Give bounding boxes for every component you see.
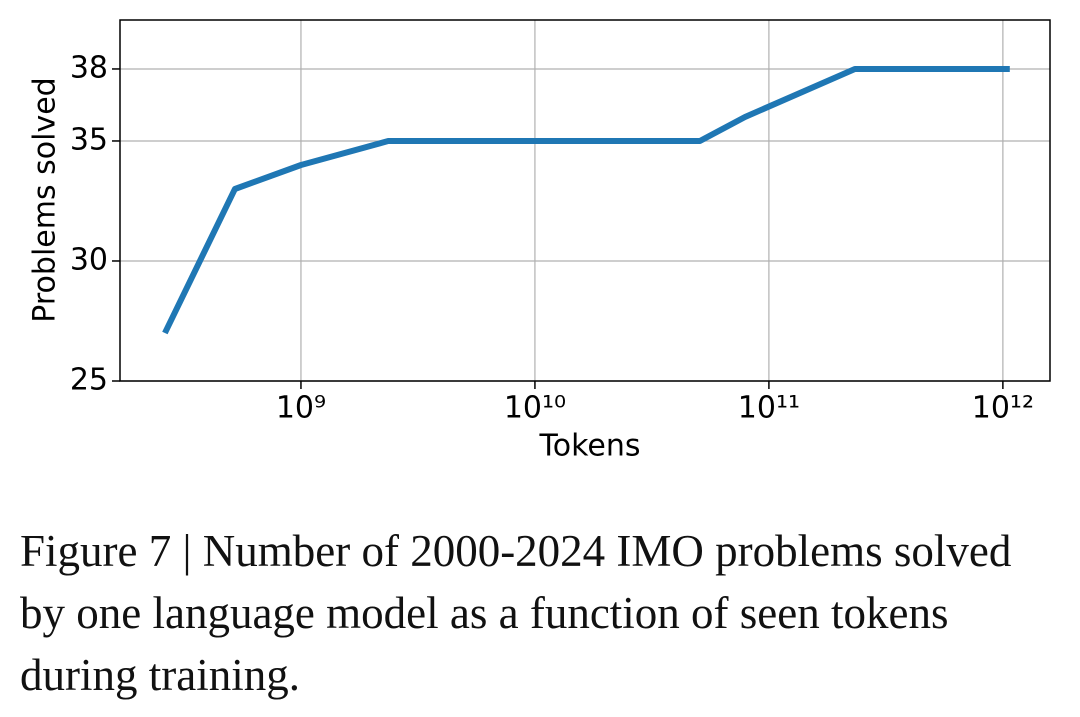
y-tick-label: 25 bbox=[70, 363, 108, 398]
chart: Tokens Problems solved 25 30 35 38 10⁹ 10¹⁰ 10… bbox=[28, 19, 1051, 464]
x-tick-label: 10¹² bbox=[972, 391, 1034, 426]
x-tick-label: 10¹⁰ bbox=[504, 391, 566, 426]
y-tick-label: 30 bbox=[70, 242, 108, 277]
x-axis-label: Tokens bbox=[539, 429, 641, 464]
plot-frame bbox=[119, 19, 1051, 382]
y-tick-label: 35 bbox=[70, 122, 108, 157]
y-tick-label: 38 bbox=[70, 50, 108, 85]
data-line bbox=[162, 66, 1010, 335]
x-tick-label: 10⁹ bbox=[276, 391, 326, 426]
y-axis-label: Problems solved bbox=[28, 77, 63, 322]
figure-caption: Figure 7 | Number of 2000-2024 IMO probl… bbox=[20, 526, 1012, 700]
x-tick-label: 10¹¹ bbox=[738, 391, 800, 426]
